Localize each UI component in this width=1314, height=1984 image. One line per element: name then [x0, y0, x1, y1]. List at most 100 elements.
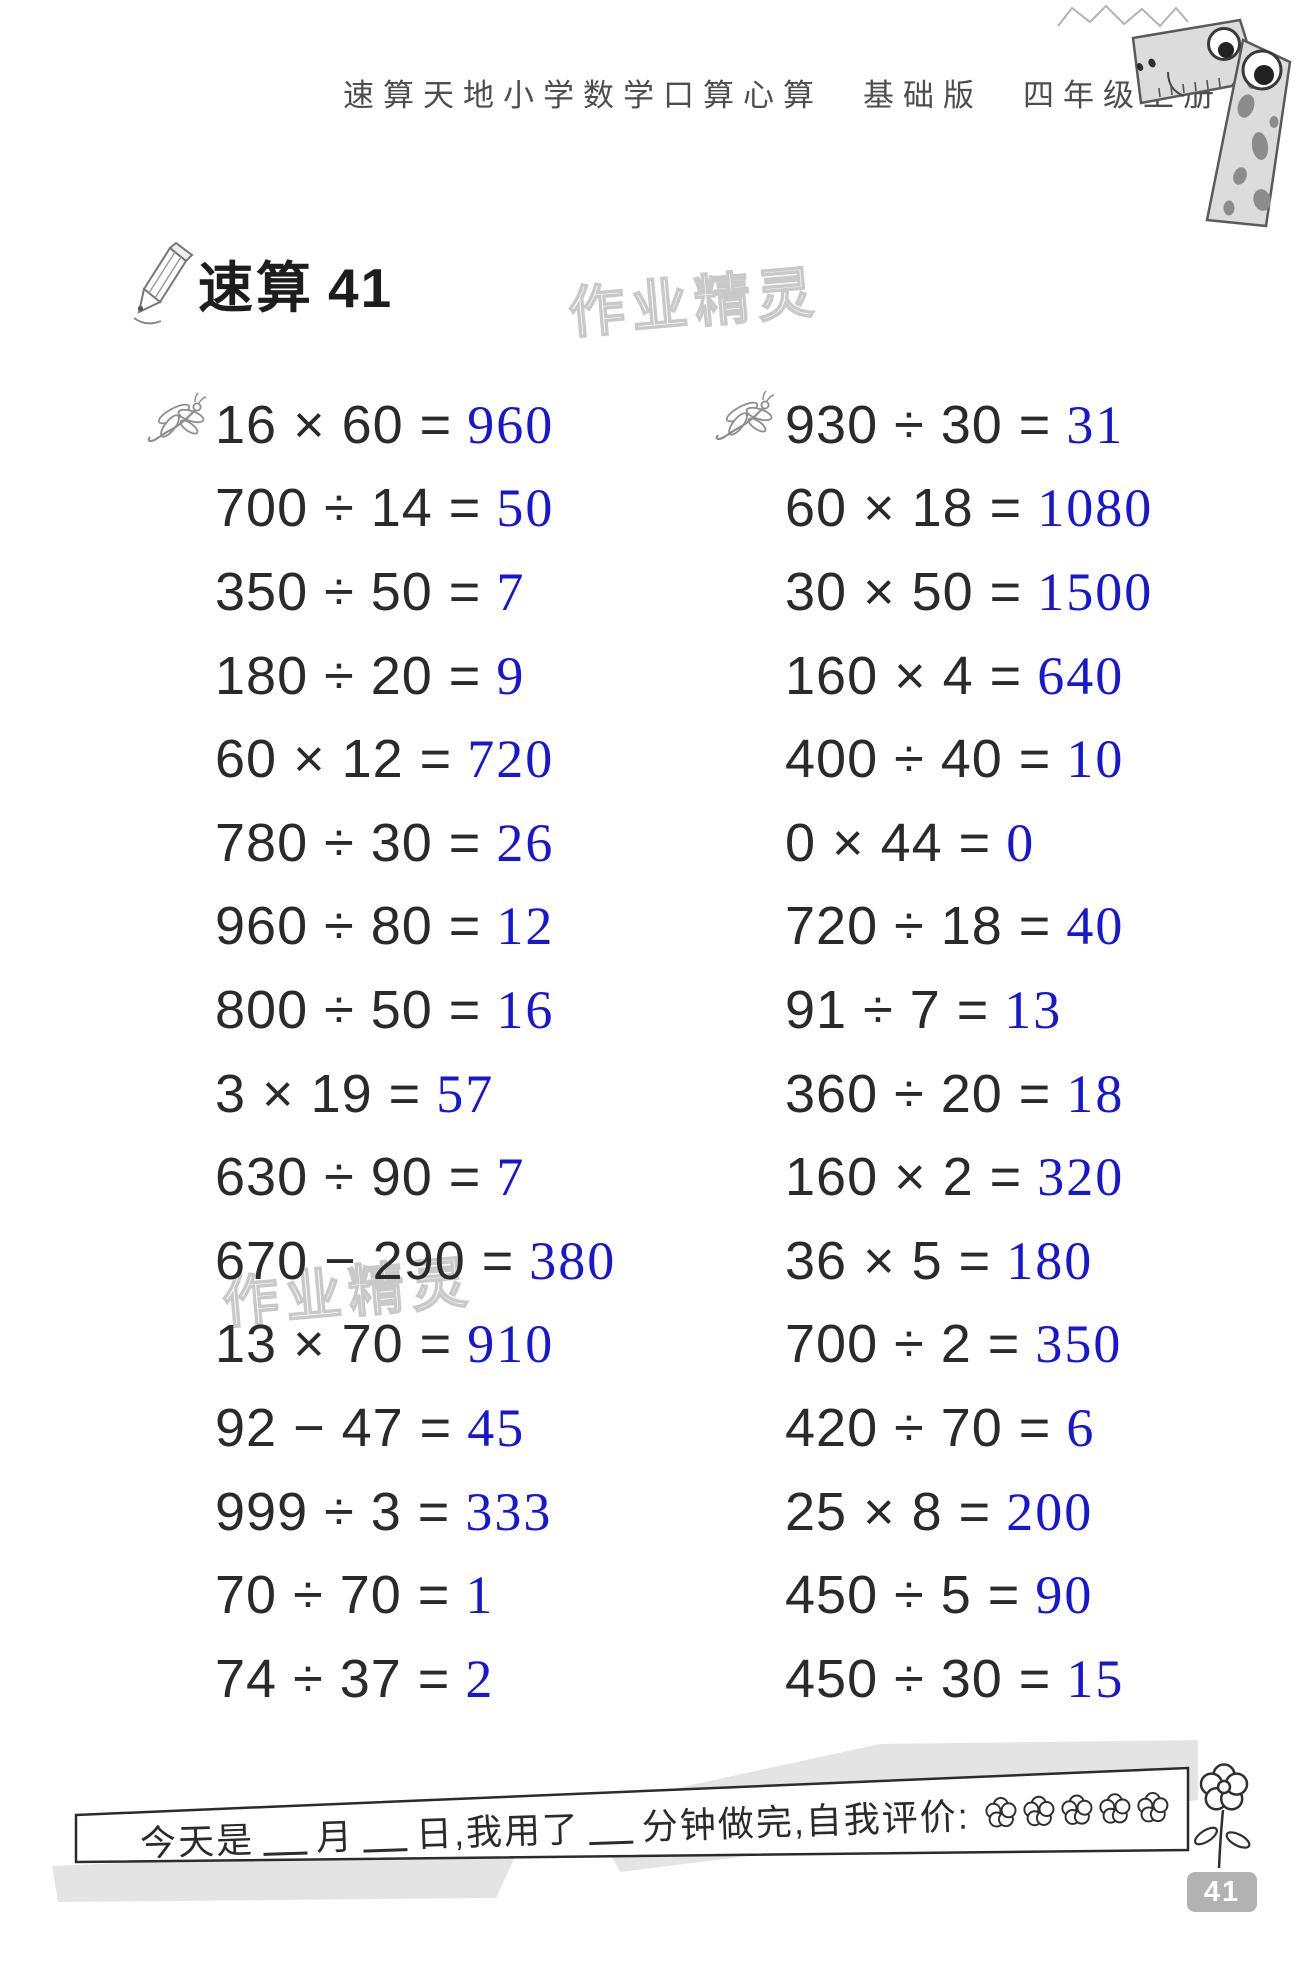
problem-expression: 720 ÷ 18 =	[785, 896, 1052, 957]
problem-expression: 630 ÷ 90 =	[215, 1147, 482, 1208]
problem-row: 700 ÷ 2 = 350	[785, 1303, 1153, 1387]
rating-flower-icon[interactable]	[1098, 1792, 1132, 1826]
problem-expression: 420 ÷ 70 =	[785, 1397, 1052, 1458]
problem-answer: 31	[1066, 394, 1125, 455]
problem-answer: 12	[496, 896, 555, 957]
rating-flower-icon[interactable]	[1060, 1793, 1094, 1827]
footer-banner-decoration	[52, 1740, 1198, 1902]
problem-answer: 910	[467, 1314, 555, 1375]
problem-answer: 200	[1006, 1481, 1094, 1542]
page-number-badge: 41	[1187, 1872, 1257, 1912]
problem-expression: 350 ÷ 50 =	[215, 561, 482, 622]
problem-expression: 160 × 2 =	[785, 1147, 1023, 1208]
problem-expression: 400 ÷ 40 =	[785, 729, 1052, 790]
footer-text: 月	[315, 1815, 355, 1859]
minutes-blank-field[interactable]	[588, 1806, 634, 1845]
problem-row: 92 − 47 = 45	[215, 1386, 616, 1470]
problem-row: 350 ÷ 50 = 7	[215, 550, 616, 634]
problem-row: 16 × 60 = 960	[215, 383, 616, 467]
giraffe-mascot-illustration	[1057, 4, 1292, 228]
problem-expression: 360 ÷ 20 =	[785, 1063, 1052, 1124]
rating-flower-icon[interactable]	[984, 1795, 1018, 1829]
clipped-edge-zigzag	[1057, 4, 1189, 28]
problem-answer: 26	[496, 812, 555, 873]
problem-expression: 36 × 5 =	[785, 1230, 992, 1291]
problem-answer: 180	[1006, 1230, 1094, 1291]
problem-answer: 720	[467, 729, 555, 790]
problem-answer: 7	[496, 561, 526, 622]
self-rating-flowers[interactable]	[979, 1790, 1170, 1829]
problem-answer: 333	[465, 1481, 553, 1542]
problem-answer: 13	[1004, 979, 1063, 1040]
problem-row: 630 ÷ 90 = 7	[215, 1135, 616, 1219]
problem-row: 25 × 8 = 200	[785, 1470, 1153, 1554]
month-blank-field[interactable]	[262, 1816, 308, 1856]
problem-answer: 380	[529, 1230, 617, 1291]
problem-answer: 16	[496, 979, 555, 1040]
problem-row: 670 − 290 = 380	[215, 1219, 616, 1303]
problem-answer: 7	[496, 1147, 526, 1208]
problem-expression: 780 ÷ 30 =	[215, 812, 482, 873]
problem-answer: 1080	[1037, 478, 1154, 539]
page-title-text: 速算	[198, 257, 315, 319]
problem-row: 420 ÷ 70 = 6	[785, 1386, 1153, 1470]
dragonfly-icon	[147, 392, 207, 443]
dragonfly-icon	[715, 390, 775, 441]
problem-expression: 3 × 19 =	[215, 1063, 422, 1124]
problem-expression: 30 × 50 =	[785, 561, 1023, 622]
problem-answer: 50	[496, 478, 555, 539]
problem-expression: 16 × 60 =	[215, 394, 453, 455]
problem-row: 450 ÷ 5 = 90	[785, 1553, 1153, 1637]
problem-row: 960 ÷ 80 = 12	[215, 885, 616, 969]
problem-answer: 9	[496, 645, 526, 706]
problem-expression: 74 ÷ 37 =	[215, 1648, 451, 1709]
problem-row: 930 ÷ 30 = 31	[785, 383, 1153, 467]
problem-answer: 1	[465, 1565, 495, 1626]
problem-row: 400 ÷ 40 = 10	[785, 717, 1153, 801]
problem-expression: 999 ÷ 3 =	[215, 1481, 451, 1542]
problem-row: 700 ÷ 14 = 50	[215, 467, 616, 551]
problem-answer: 10	[1066, 729, 1125, 790]
day-blank-field[interactable]	[362, 1813, 408, 1853]
problem-answer: 2	[465, 1648, 495, 1709]
problems-column-left: 16 × 60 = 960 700 ÷ 14 = 50 350 ÷ 50 = 7 18…	[215, 383, 616, 1721]
problem-answer: 320	[1037, 1147, 1125, 1208]
problem-expression: 450 ÷ 30 =	[785, 1648, 1052, 1709]
problem-answer: 45	[467, 1397, 526, 1458]
problem-expression: 670 − 290 =	[215, 1230, 515, 1291]
problem-expression: 13 × 70 =	[215, 1314, 453, 1375]
problem-answer: 15	[1066, 1648, 1125, 1709]
problem-answer: 18	[1066, 1063, 1125, 1124]
footer-text: 今天是	[139, 1819, 255, 1864]
footer-self-check-line: 今天是 月 日,我用了 分钟做完,自我评价:	[139, 1784, 1170, 1864]
rating-flower-icon[interactable]	[1136, 1790, 1170, 1824]
problem-answer: 1500	[1037, 561, 1154, 622]
problem-answer: 960	[467, 394, 555, 455]
book-header-title: 速算天地小学数学口算心算 基础版 四年级上册	[343, 78, 1223, 114]
problem-expression: 60 × 18 =	[785, 478, 1023, 539]
problem-row: 13 × 70 = 910	[215, 1303, 616, 1387]
problem-row: 60 × 12 = 720	[215, 717, 616, 801]
footer-banner-box	[74, 1766, 1190, 1864]
problem-expression: 70 ÷ 70 =	[215, 1565, 451, 1626]
problem-answer: 350	[1035, 1314, 1123, 1375]
problem-row: 800 ÷ 50 = 16	[215, 968, 616, 1052]
problem-row: 780 ÷ 30 = 26	[215, 801, 616, 885]
giraffe-snout-ticks	[1158, 77, 1221, 98]
problem-row: 180 ÷ 20 = 9	[215, 634, 616, 718]
pencil-icon	[133, 242, 194, 325]
problem-row: 30 × 50 = 1500	[785, 550, 1153, 634]
problem-expression: 800 ÷ 50 =	[215, 979, 482, 1040]
problem-row: 160 × 4 = 640	[785, 634, 1153, 718]
page-title: 速算 41	[198, 243, 393, 323]
problem-expression: 180 ÷ 20 =	[215, 645, 482, 706]
rating-flower-icon[interactable]	[1022, 1794, 1056, 1828]
problem-row: 36 × 5 = 180	[785, 1219, 1153, 1303]
footer-text: 分钟做完,自我评价:	[641, 1795, 971, 1848]
problem-expression: 25 × 8 =	[785, 1481, 992, 1542]
problem-row: 999 ÷ 3 = 333	[215, 1470, 616, 1554]
problem-row: 70 ÷ 70 = 1	[215, 1553, 616, 1637]
problem-row: 160 × 2 = 320	[785, 1135, 1153, 1219]
problem-expression: 700 ÷ 14 =	[215, 478, 482, 539]
